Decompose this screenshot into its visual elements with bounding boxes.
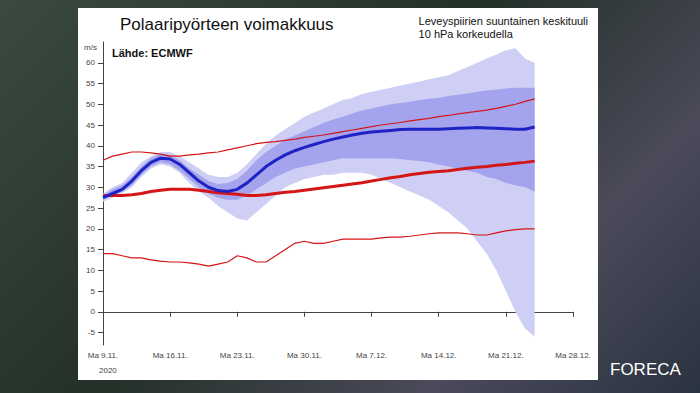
svg-text:Ma 30.11.: Ma 30.11. — [287, 351, 322, 360]
svg-text:FORECA: FORECA — [610, 360, 682, 379]
svg-text:0: 0 — [91, 307, 96, 316]
svg-text:55: 55 — [86, 79, 95, 88]
svg-text:-5: -5 — [88, 328, 96, 337]
svg-text:Ma 16.11.: Ma 16.11. — [153, 351, 188, 360]
svg-text:Ma 9.11.: Ma 9.11. — [88, 351, 119, 360]
svg-text:35: 35 — [86, 162, 95, 171]
svg-text:30: 30 — [86, 183, 95, 192]
svg-text:50: 50 — [86, 100, 95, 109]
svg-text:2020: 2020 — [99, 366, 117, 375]
svg-text:25: 25 — [86, 204, 95, 213]
svg-text:20: 20 — [86, 224, 95, 233]
svg-text:45: 45 — [86, 121, 95, 130]
svg-text:Polaaripyörteen voimakkuus: Polaaripyörteen voimakkuus — [120, 15, 334, 34]
svg-text:10: 10 — [86, 266, 95, 275]
svg-text:Lähde: ECMWF: Lähde: ECMWF — [112, 47, 193, 59]
svg-text:Ma 28.12.: Ma 28.12. — [555, 351, 591, 360]
svg-text:Ma 7.12.: Ma 7.12. — [356, 351, 387, 360]
svg-text:Ma 23.11.: Ma 23.11. — [220, 351, 255, 360]
svg-text:Leveyspiirien suuntainen keski: Leveyspiirien suuntainen keskituuli — [419, 15, 588, 27]
svg-text:60: 60 — [86, 58, 95, 67]
svg-text:5: 5 — [91, 287, 96, 296]
svg-text:15: 15 — [86, 245, 95, 254]
svg-text:10 hPa korkeudella: 10 hPa korkeudella — [419, 28, 514, 40]
svg-text:Ma 21.12.: Ma 21.12. — [488, 351, 524, 360]
svg-text:Ma 14.12.: Ma 14.12. — [421, 351, 457, 360]
svg-text:40: 40 — [86, 141, 95, 150]
svg-text:m/s: m/s — [84, 43, 97, 52]
